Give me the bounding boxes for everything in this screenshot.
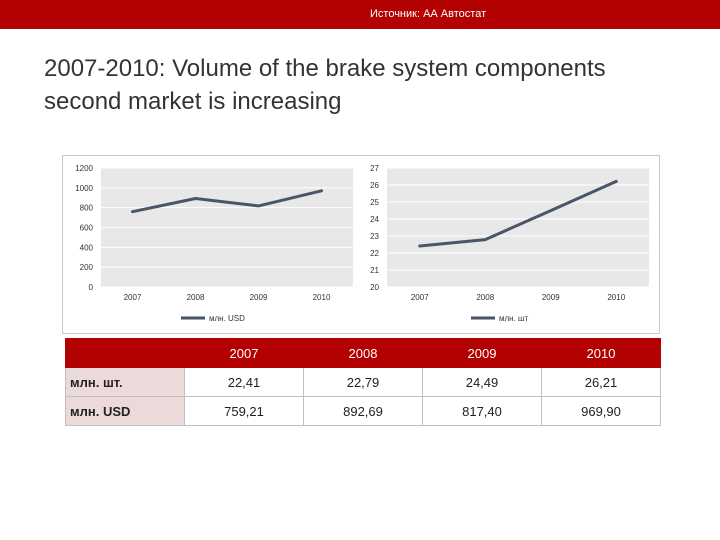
slide-title: 2007-2010: Volume of the brake system co… <box>44 55 606 115</box>
legend-label: млн. шт <box>499 314 528 323</box>
table-header-2009: 2009 <box>422 338 542 368</box>
x-tick-label: 2009 <box>250 293 268 302</box>
y-tick-label: 27 <box>370 164 379 173</box>
y-tick-label: 26 <box>370 181 379 190</box>
row-label: млн. USD <box>65 396 185 426</box>
series-line-2 <box>418 179 618 248</box>
table-cell: 759,21 <box>184 396 304 426</box>
legend-label: млн. USD <box>209 314 245 323</box>
y-tick-label: 24 <box>370 215 379 224</box>
charts-panel: 0 200 400 600 800 1000 1200 2007 2008 2009 2010 млн… <box>62 155 660 334</box>
table-cell: 26,21 <box>541 367 661 397</box>
table-cell: 22,41 <box>184 367 304 397</box>
x-tick-label: 2009 <box>542 293 560 302</box>
y-tick-label: 200 <box>80 263 94 272</box>
series-line-1 <box>131 189 323 214</box>
data-table: 2007 2008 2009 2010 млн. шт. 22,41 22,79… <box>65 338 661 426</box>
x-tick-label: 2010 <box>607 293 625 302</box>
table-header-2010: 2010 <box>541 338 661 368</box>
y-tick-label: 1000 <box>75 184 93 193</box>
x-tick-label: 2007 <box>411 293 429 302</box>
table-row: млн. USD 759,21 892,69 817,40 969,90 <box>65 396 661 426</box>
y-tick-label: 21 <box>370 266 379 275</box>
x-tick-label: 2008 <box>476 293 494 302</box>
y-tick-label: 1200 <box>75 164 93 173</box>
y-tick-label: 800 <box>80 204 94 213</box>
x-tick-label: 2007 <box>124 293 142 302</box>
table-header-corner <box>65 338 185 368</box>
x-tick-label: 2010 <box>313 293 331 302</box>
table-cell: 969,90 <box>541 396 661 426</box>
row-label: млн. шт. <box>65 367 185 397</box>
source-note: Источник: АА Автостат <box>370 8 487 20</box>
top-bar: Источник: АА Автостат <box>0 0 720 29</box>
table-cell: 24,49 <box>422 367 542 397</box>
table-header-row: 2007 2008 2009 2010 <box>65 338 661 368</box>
y-tick-label: 20 <box>370 283 379 292</box>
y-tick-label: 400 <box>80 243 94 252</box>
table-cell: 22,79 <box>303 367 423 397</box>
y-tick-label: 25 <box>370 198 379 207</box>
y-tick-label: 22 <box>370 249 379 258</box>
table-header-2008: 2008 <box>303 338 423 368</box>
table-cell: 817,40 <box>422 396 542 426</box>
y-tick-label: 0 <box>89 283 94 292</box>
y-tick-label: 23 <box>370 232 379 241</box>
table-row: млн. шт. 22,41 22,79 24,49 26,21 <box>65 367 661 397</box>
charts-svg: 0 200 400 600 800 1000 1200 2007 2008 2009 2010 млн… <box>75 164 649 323</box>
table-cell: 892,69 <box>303 396 423 426</box>
y-tick-label: 600 <box>80 224 94 233</box>
x-tick-label: 2008 <box>187 293 205 302</box>
table-header-2007: 2007 <box>184 338 304 368</box>
